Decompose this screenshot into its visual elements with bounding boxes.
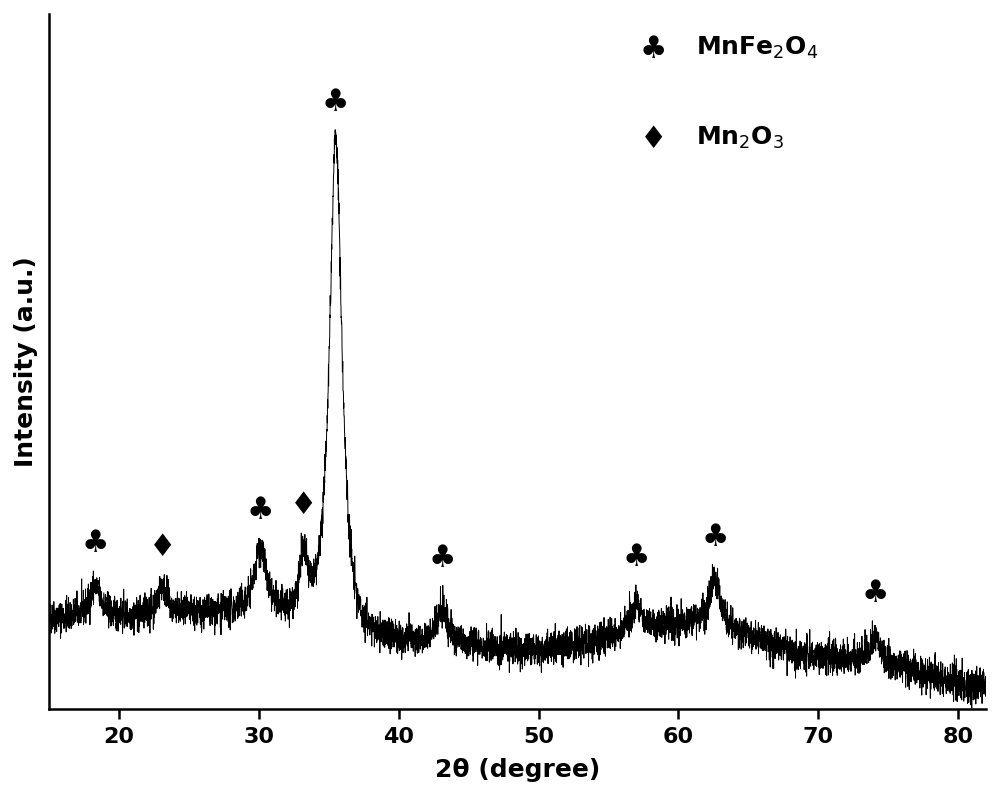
Text: ♣: ♣ bbox=[701, 523, 728, 552]
Text: ♣: ♣ bbox=[428, 544, 456, 572]
Text: ♣: ♣ bbox=[623, 543, 650, 572]
Text: ♣: ♣ bbox=[862, 579, 889, 608]
Text: ♣: ♣ bbox=[639, 35, 667, 64]
Text: ♦: ♦ bbox=[639, 125, 667, 154]
Text: ♣: ♣ bbox=[81, 529, 109, 558]
Text: MnFe$_2$O$_4$: MnFe$_2$O$_4$ bbox=[696, 35, 818, 61]
X-axis label: 2θ (degree): 2θ (degree) bbox=[435, 758, 600, 782]
Text: ♣: ♣ bbox=[322, 88, 349, 117]
Text: ♦: ♦ bbox=[149, 533, 176, 562]
Text: ♣: ♣ bbox=[247, 497, 274, 525]
Text: ♦: ♦ bbox=[290, 491, 317, 521]
Y-axis label: Intensity (a.u.): Intensity (a.u.) bbox=[14, 256, 38, 466]
Text: Mn$_2$O$_3$: Mn$_2$O$_3$ bbox=[696, 125, 784, 151]
